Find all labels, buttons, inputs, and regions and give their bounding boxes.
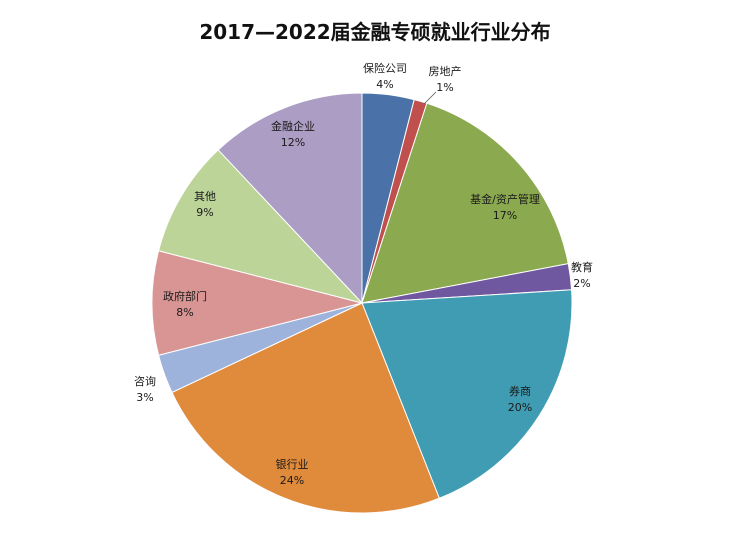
pie-slice <box>217 92 363 305</box>
slice-percent: 20% <box>508 401 532 414</box>
slice-label: 券商 <box>509 384 531 398</box>
slice-percent: 3% <box>136 391 153 404</box>
chart-title: 2017—2022届金融专硕就业行业分布 <box>199 20 551 44</box>
slice-percent: 24% <box>280 474 304 487</box>
pie-slice <box>151 250 363 356</box>
slice-percent: 4% <box>376 78 393 91</box>
pie-slice <box>361 289 573 499</box>
slice-label: 基金/资产管理 <box>470 192 540 206</box>
slice-label: 保险公司 <box>363 61 407 75</box>
pie-slice <box>171 302 440 514</box>
slice-label: 其他 <box>194 190 216 203</box>
pie-slice <box>157 149 364 304</box>
slice-percent: 8% <box>176 306 193 319</box>
slice-label: 房地产 <box>429 64 462 78</box>
slice-percent: 9% <box>196 206 213 219</box>
slice-percent: 1% <box>436 81 453 94</box>
slice-label: 金融企业 <box>271 119 315 133</box>
slice-percent: 12% <box>281 136 305 149</box>
slice-percent: 17% <box>493 209 517 222</box>
slice-percent: 2% <box>573 277 590 290</box>
slice-label: 银行业 <box>276 457 309 471</box>
slice-label: 教育 <box>571 260 593 274</box>
leader-line <box>423 91 437 105</box>
slice-label: 咨询 <box>134 374 156 388</box>
pie-slice <box>361 102 569 304</box>
slice-label: 政府部门 <box>163 289 207 303</box>
